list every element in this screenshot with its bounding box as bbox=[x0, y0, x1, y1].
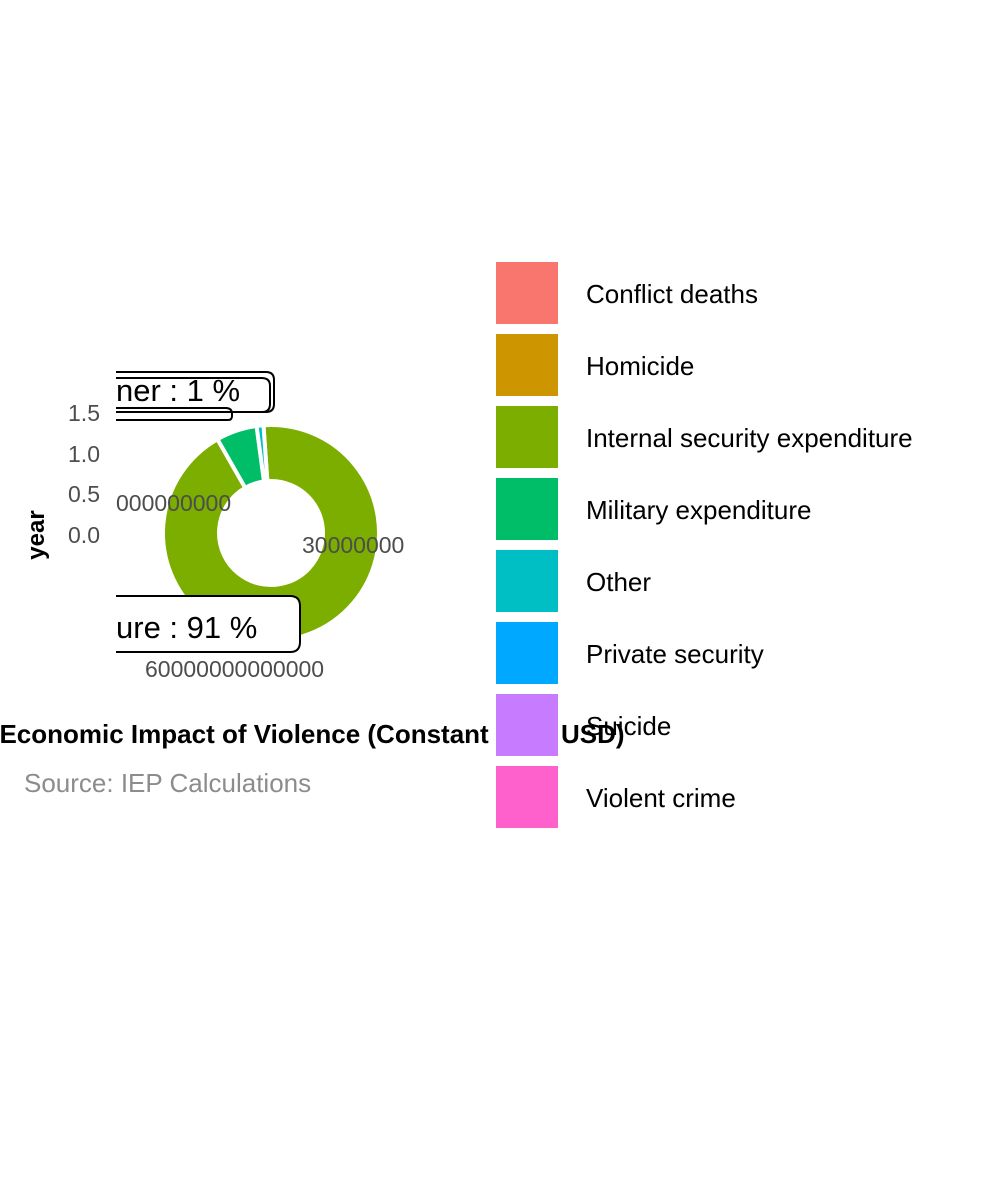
y-tick-label: 0.5 bbox=[68, 481, 100, 507]
legend-label: Private security bbox=[586, 639, 764, 669]
donut-slice-other bbox=[254, 423, 270, 484]
legend-label: Homicide bbox=[586, 351, 694, 381]
legend-swatch bbox=[496, 622, 558, 684]
y-tick-label: 0.0 bbox=[68, 522, 100, 548]
legend-label: Military expenditure bbox=[586, 495, 811, 525]
callout-other: ner : 1 % bbox=[116, 371, 275, 421]
callout-internal-security: ure : 91 % bbox=[116, 595, 301, 653]
callout-box bbox=[116, 407, 233, 421]
legend-swatch bbox=[496, 550, 558, 612]
callout-label: ure : 91 % bbox=[116, 610, 257, 645]
legend-label: Conflict deaths bbox=[586, 279, 758, 309]
legend-swatch bbox=[496, 694, 558, 756]
legend-swatch bbox=[496, 334, 558, 396]
x-tick-label: 30000000 bbox=[302, 532, 404, 558]
legend-swatch bbox=[496, 478, 558, 540]
callout-label: ner : 1 % bbox=[116, 373, 240, 408]
legend-label: Violent crime bbox=[586, 783, 736, 813]
legend: Conflict deaths Homicide Internal security… bbox=[496, 262, 913, 828]
legend-swatch bbox=[496, 262, 558, 324]
legend-label: Other bbox=[586, 567, 651, 597]
clip-mask bbox=[0, 360, 116, 660]
legend-swatch bbox=[496, 766, 558, 828]
y-axis-title: year bbox=[23, 510, 50, 559]
donut-slice-internal-security-expenditure bbox=[161, 423, 381, 643]
legend-label: Internal security expenditure bbox=[586, 423, 913, 453]
legend-label: Suicide bbox=[586, 711, 671, 741]
callout-box bbox=[116, 377, 271, 413]
chart-caption: Source: IEP Calculations bbox=[24, 768, 311, 798]
callout-box bbox=[116, 595, 301, 653]
x-tick-label: 000000000 bbox=[116, 490, 231, 516]
legend-swatch bbox=[496, 406, 558, 468]
y-tick-label: 1.0 bbox=[68, 441, 100, 467]
y-tick-label: 1.5 bbox=[68, 400, 100, 426]
donut-slices bbox=[161, 423, 381, 643]
x-tick-label: 60000000000000 bbox=[145, 656, 324, 682]
